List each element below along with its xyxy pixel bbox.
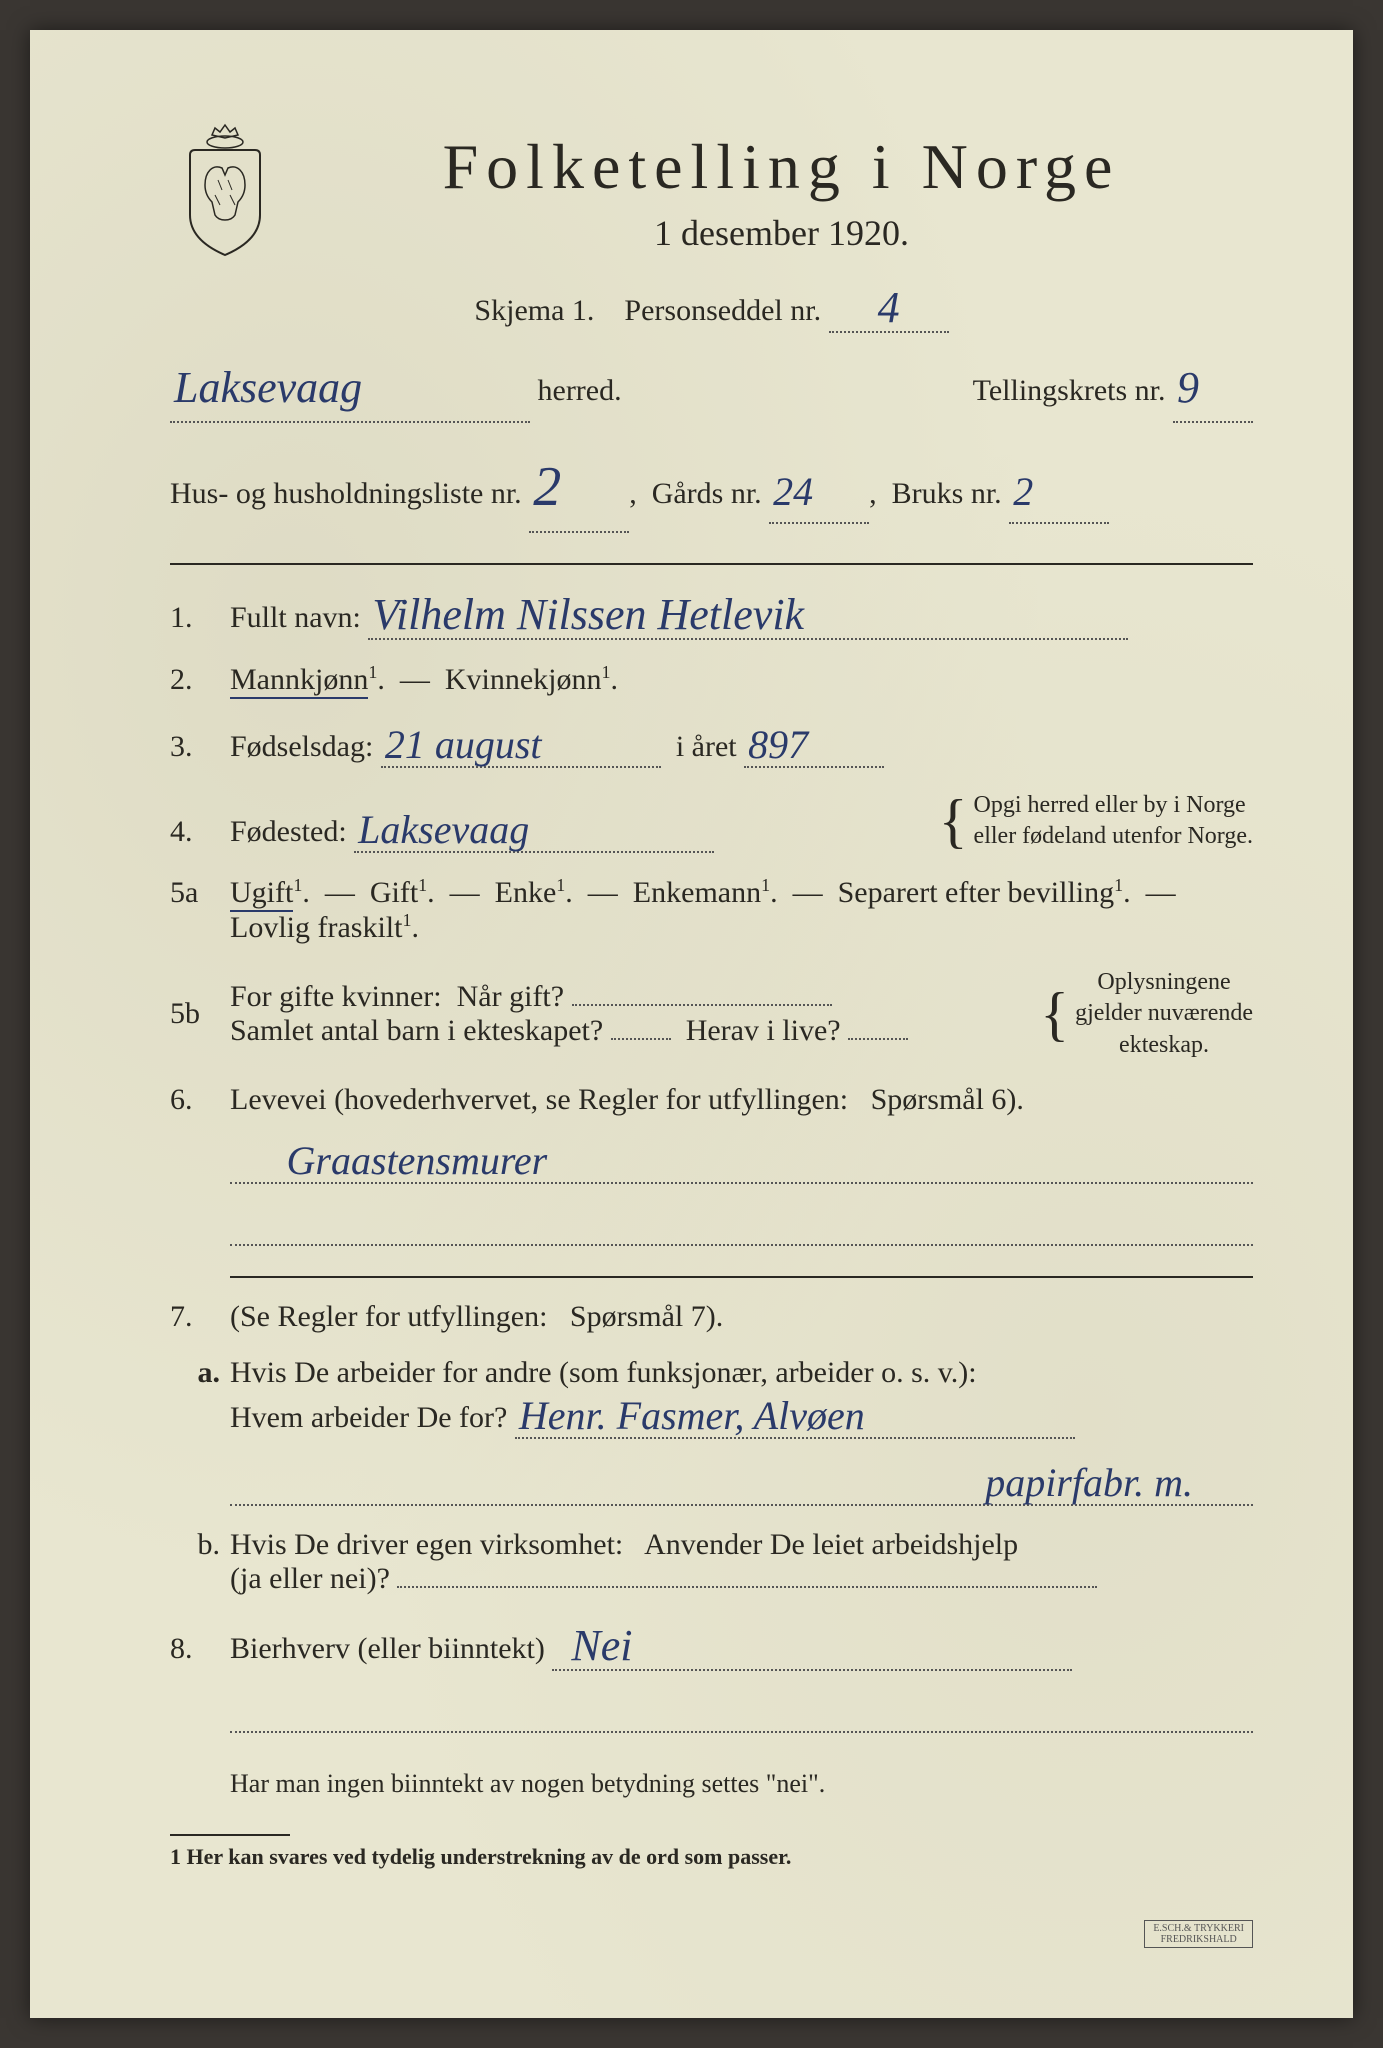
- personseddel-label: Personseddel nr.: [624, 294, 821, 327]
- q6-num: 6.: [170, 1083, 230, 1117]
- q5a-enkemann: Enkemann: [633, 876, 761, 909]
- husliste-line: Hus- og husholdningsliste nr. 2 , Gårds …: [170, 441, 1253, 533]
- q2: 2. Mannkjønn1. — Kvinnekjønn1.: [170, 662, 1253, 697]
- q5a-fraskilt: Lovlig fraskilt: [230, 911, 402, 944]
- skjema-line: Skjema 1. Personseddel nr. 4: [170, 280, 1253, 333]
- q4-note-2: eller fødeland utenfor Norge.: [974, 823, 1253, 849]
- header: Folketelling i Norge 1 desember 1920.: [170, 120, 1253, 260]
- q4-label: Fødested:: [230, 815, 347, 848]
- q8-label: Bierhverv (eller biinntekt): [230, 1632, 545, 1665]
- q7a-line2: Hvem arbeider De for?: [230, 1401, 507, 1434]
- divider-2: [230, 1276, 1253, 1278]
- q5a-num: 5a: [170, 876, 230, 910]
- q7-sporsmal: Spørsmål 7).: [570, 1300, 723, 1333]
- q3-mid: i året: [676, 730, 737, 763]
- q1: 1. Fullt navn: Vilhelm Nilssen Hetlevik: [170, 587, 1253, 640]
- husliste-label: Hus- og husholdningsliste nr.: [170, 477, 522, 510]
- skjema-label: Skjema 1.: [474, 294, 594, 327]
- q6-label: Levevei (hovederhvervet, se Regler for u…: [230, 1083, 848, 1116]
- q8-note: Har man ingen biinntekt av nogen betydni…: [230, 1763, 1253, 1805]
- q7-num: 7.: [170, 1300, 230, 1334]
- gards-nr: 24: [773, 469, 813, 514]
- bruks-label: Bruks nr.: [892, 477, 1002, 510]
- footnote-rule: [170, 1834, 290, 1836]
- q2-mann: Mannkjønn: [230, 663, 368, 699]
- printer-stamp: E.SCH.& TRYKKERI FREDRIKSHALD: [1144, 1920, 1253, 1948]
- q7-label: (Se Regler for utfyllingen:: [230, 1300, 547, 1333]
- q8: 8. Bierhverv (eller biinntekt) Nei: [170, 1618, 1253, 1733]
- q5a-separert: Separert efter bevilling: [838, 876, 1115, 909]
- coat-of-arms-icon: [170, 120, 280, 260]
- husliste-nr: 2: [533, 456, 561, 518]
- q2-kvinne: Kvinnekjønn: [445, 663, 602, 696]
- gards-label: Gårds nr.: [652, 477, 762, 510]
- q5b-label: For gifte kvinner:: [230, 980, 442, 1013]
- herred-label: herred.: [538, 374, 622, 407]
- q5b: 5b For gifte kvinner: Når gift? Samlet a…: [170, 967, 1253, 1061]
- q3-label: Fødselsdag:: [230, 730, 373, 763]
- q4-note-1: Opgi herred eller by i Norge: [974, 792, 1246, 818]
- brace-icon: {: [1040, 999, 1069, 1029]
- q5a-enke: Enke: [495, 876, 557, 909]
- q4-num: 4.: [170, 815, 230, 849]
- q7b-line3: (ja eller nei)?: [230, 1562, 390, 1595]
- q1-label: Fullt navn:: [230, 601, 361, 634]
- q8-num: 8.: [170, 1632, 230, 1666]
- q7b-line1: Hvis De driver egen virksomhet:: [230, 1528, 623, 1561]
- q7b-line2: Anvender De leiet arbeidshjelp: [644, 1528, 1018, 1561]
- q5b-barn: Samlet antal barn i ekteskapet?: [230, 1014, 603, 1047]
- brace-icon: {: [939, 806, 968, 836]
- q4-note: Opgi herred eller by i Norge eller fødel…: [974, 790, 1253, 852]
- q6-sporsmal: Spørsmål 6).: [871, 1083, 1024, 1116]
- q7b-num: b.: [170, 1528, 230, 1562]
- divider-1: [170, 563, 1253, 565]
- q5b-note-3: ekteskap.: [1119, 1032, 1209, 1058]
- q4-value: Laksevaag: [358, 807, 529, 852]
- herred-value: Laksevaag: [174, 363, 362, 412]
- q3-year: 897: [748, 722, 808, 767]
- q2-num: 2.: [170, 663, 230, 697]
- tellingskrets-nr: 9: [1177, 363, 1199, 412]
- personseddel-nr: 4: [878, 283, 900, 332]
- tellingskrets-label: Tellingskrets nr.: [973, 374, 1166, 407]
- q7a-num: a.: [170, 1356, 230, 1390]
- q7b: b. Hvis De driver egen virksomhet: Anven…: [170, 1528, 1253, 1596]
- bruks-nr: 2: [1013, 469, 1033, 514]
- q6: 6. Levevei (hovederhvervet, se Regler fo…: [170, 1083, 1253, 1246]
- q8-value: Nei: [571, 1621, 632, 1670]
- q5a: 5a Ugift1. — Gift1. — Enke1. — Enkemann1…: [170, 875, 1253, 945]
- q5a-ugift: Ugift: [230, 876, 293, 912]
- q5b-note: Oplysningene gjelder nuværende ekteskap.: [1075, 967, 1253, 1061]
- q3: 3. Fødselsdag: 21 august i året 897: [170, 719, 1253, 768]
- q5b-note-2: gjelder nuværende: [1075, 1000, 1253, 1026]
- q3-day: 21 august: [385, 722, 542, 767]
- q1-num: 1.: [170, 601, 230, 635]
- q5b-nar: Når gift?: [457, 980, 564, 1013]
- q5b-live: Herav i live?: [686, 1014, 841, 1047]
- census-form-page: Folketelling i Norge 1 desember 1920. Sk…: [30, 30, 1353, 2018]
- q7a-value2: papirfabr. m.: [985, 1460, 1193, 1505]
- q1-value: Vilhelm Nilssen Hetlevik: [372, 590, 804, 639]
- q7a-line1: Hvis De arbeider for andre (som funksjon…: [230, 1356, 977, 1389]
- q3-num: 3.: [170, 730, 230, 764]
- title-block: Folketelling i Norge 1 desember 1920.: [310, 120, 1253, 254]
- subtitle: 1 desember 1920.: [310, 212, 1253, 254]
- q5b-num: 5b: [170, 997, 230, 1031]
- q7a: a. Hvis De arbeider for andre (som funks…: [170, 1356, 1253, 1506]
- q7a-value1: Henr. Fasmer, Alvøen: [519, 1393, 865, 1438]
- stamp-line-2: FREDRIKSHALD: [1161, 1934, 1237, 1945]
- q4: 4. Fødested: Laksevaag { Opgi herred ell…: [170, 790, 1253, 853]
- q6-value: Graastensmurer: [287, 1138, 548, 1183]
- q7: 7. (Se Regler for utfyllingen: Spørsmål …: [170, 1300, 1253, 1334]
- stamp-line-1: E.SCH.& TRYKKERI: [1153, 1923, 1244, 1934]
- main-title: Folketelling i Norge: [310, 130, 1253, 204]
- q5a-gift: Gift: [370, 876, 418, 909]
- q5b-note-1: Oplysningene: [1097, 969, 1230, 995]
- footnote: 1 Her kan svares ved tydelig understrekn…: [170, 1844, 1253, 1870]
- herred-line: Laksevaag herred. Tellingskrets nr. 9: [170, 351, 1253, 423]
